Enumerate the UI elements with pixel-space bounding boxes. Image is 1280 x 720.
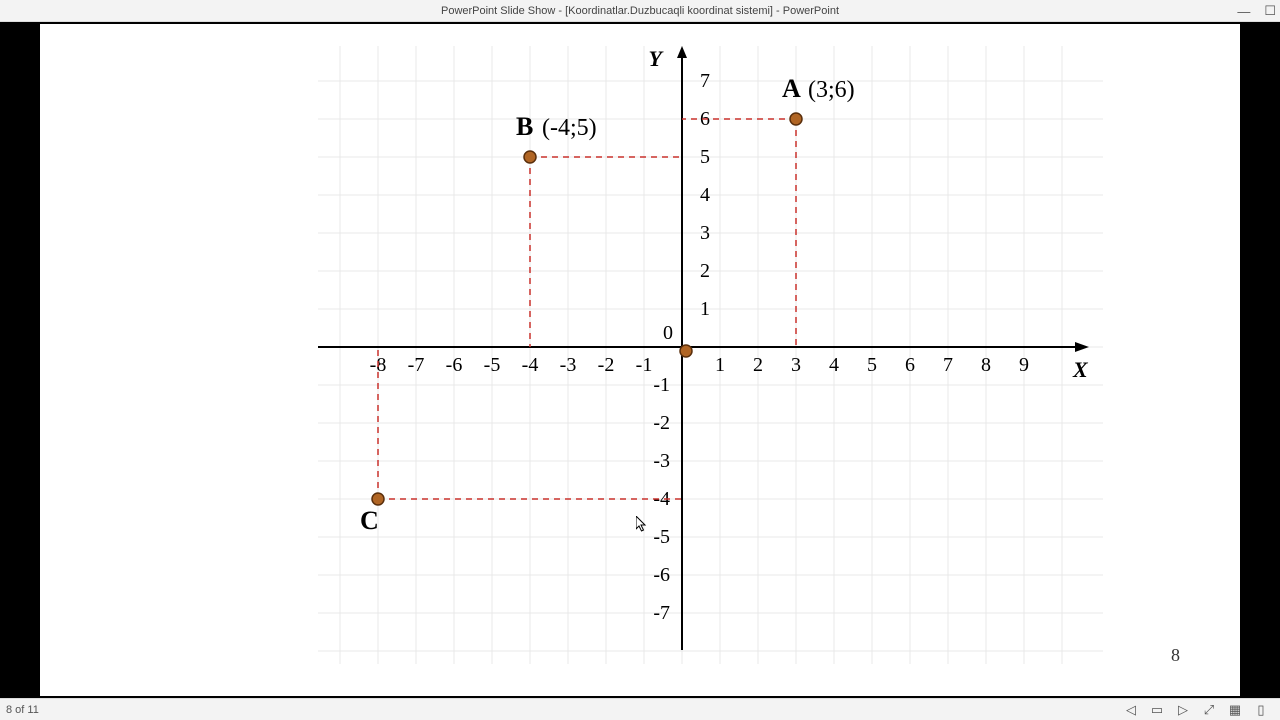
x-tick-label: -5 bbox=[484, 354, 501, 376]
slide: 0-8-7-6-5-4-3-2-11234567891234567-1-2-3-… bbox=[40, 24, 1240, 696]
maximize-icon[interactable]: ☐ bbox=[1264, 3, 1276, 19]
origin-label: 0 bbox=[663, 322, 673, 344]
y-tick-label: -6 bbox=[653, 564, 670, 586]
y-tick-label: 7 bbox=[700, 70, 710, 92]
minimize-icon[interactable]: — bbox=[1237, 4, 1250, 19]
y-tick-label: -2 bbox=[653, 412, 670, 434]
point-C bbox=[372, 493, 384, 505]
x-tick-label: -2 bbox=[598, 354, 615, 376]
window-controls: — ☐ bbox=[1237, 0, 1276, 22]
y-tick-label: 3 bbox=[700, 222, 710, 244]
y-tick-label: 5 bbox=[700, 146, 710, 168]
x-tick-label: 4 bbox=[829, 354, 839, 376]
coordinate-chart: 0-8-7-6-5-4-3-2-11234567891234567-1-2-3-… bbox=[318, 46, 1103, 664]
origin-point bbox=[680, 345, 692, 357]
x-tick-label: 3 bbox=[791, 354, 801, 376]
x-tick-label: 8 bbox=[981, 354, 991, 376]
x-tick-label: 2 bbox=[753, 354, 763, 376]
slideshow-viewport[interactable]: 0-8-7-6-5-4-3-2-11234567891234567-1-2-3-… bbox=[0, 22, 1280, 698]
x-axis-label: X bbox=[1072, 357, 1089, 382]
title-bar: PowerPoint Slide Show - [Koordinatlar.Du… bbox=[0, 0, 1280, 22]
x-tick-label: 1 bbox=[715, 354, 725, 376]
y-tick-label: -3 bbox=[653, 450, 670, 472]
point-B-coord: (-4;5) bbox=[542, 115, 597, 141]
x-tick-label: 9 bbox=[1019, 354, 1029, 376]
x-tick-label: -3 bbox=[560, 354, 577, 376]
y-tick-label: -7 bbox=[653, 602, 670, 624]
slide-number: 8 bbox=[1171, 645, 1180, 666]
point-A-coord: (3;6) bbox=[808, 77, 855, 103]
y-tick-label: -1 bbox=[653, 374, 670, 396]
slide-counter: 8 of 11 bbox=[6, 704, 39, 716]
point-B-letter: B bbox=[516, 112, 533, 141]
prev-slide-button[interactable]: ◁ bbox=[1118, 702, 1144, 718]
x-tick-label: -7 bbox=[408, 354, 425, 376]
x-tick-label: -1 bbox=[636, 354, 653, 376]
y-tick-label: -5 bbox=[653, 526, 670, 548]
y-tick-label: 1 bbox=[700, 298, 710, 320]
x-tick-label: 7 bbox=[943, 354, 953, 376]
zoom-button[interactable]: ⤢ bbox=[1196, 702, 1222, 718]
next-slide-button[interactable]: ▷ bbox=[1170, 702, 1196, 718]
reading-view-button[interactable]: ▯ bbox=[1248, 702, 1274, 718]
point-A-letter: A bbox=[782, 74, 801, 103]
x-tick-label: -6 bbox=[446, 354, 463, 376]
slide-sorter-button[interactable]: ▦ bbox=[1222, 702, 1248, 718]
y-tick-label: 4 bbox=[700, 184, 710, 206]
show-all-slides-button[interactable]: ▭ bbox=[1144, 702, 1170, 718]
point-B bbox=[524, 151, 536, 163]
x-tick-label: -4 bbox=[522, 354, 539, 376]
window-title: PowerPoint Slide Show - [Koordinatlar.Du… bbox=[441, 5, 839, 17]
y-tick-label: 2 bbox=[700, 260, 710, 282]
x-tick-label: 5 bbox=[867, 354, 877, 376]
x-tick-label: 6 bbox=[905, 354, 915, 376]
status-bar: 8 of 11 ◁ ▭ ▷ ⤢ ▦ ▯ bbox=[0, 698, 1280, 720]
point-A bbox=[790, 113, 802, 125]
point-C-letter: C bbox=[360, 506, 379, 535]
